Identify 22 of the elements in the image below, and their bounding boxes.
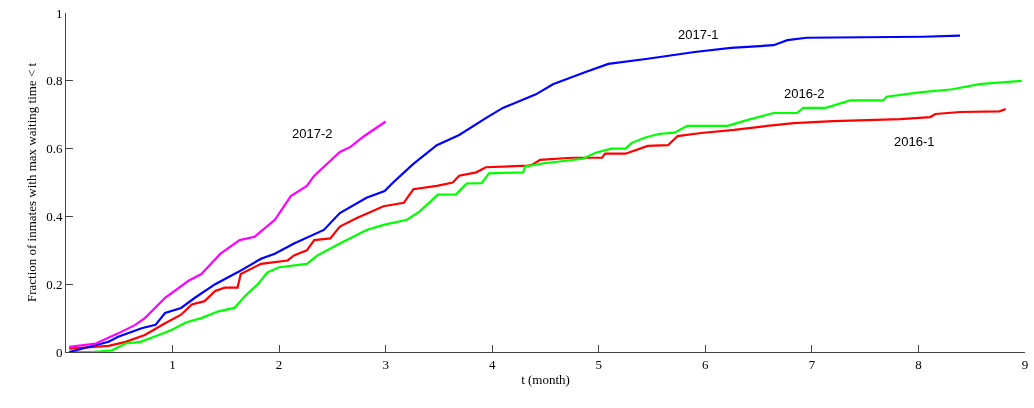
- line-series: [68, 120, 387, 349]
- x-tick-label: 7: [808, 356, 816, 372]
- y-tick-label: 0.6: [46, 141, 63, 157]
- series-label: 2017-2: [292, 126, 333, 141]
- x-tick-label: 3: [382, 356, 389, 372]
- series-label: 2017-1: [678, 27, 719, 42]
- x-tick-label: 5: [595, 356, 603, 372]
- y-tick-label: 1: [55, 5, 63, 21]
- y-tick-label: 0.4: [46, 208, 63, 224]
- x-tick-label: 9: [1021, 356, 1029, 372]
- y-axis-title: Fraction of inmates with max waiting time < t: [24, 62, 40, 303]
- x-tick-label: 4: [488, 356, 496, 372]
- x-tick-label: 6: [702, 356, 710, 372]
- x-axis-title: t (month): [521, 372, 570, 388]
- series-label: 2016-1: [894, 134, 935, 149]
- x-tick-label: 1: [169, 356, 176, 372]
- x-tick-label: 2: [275, 356, 283, 372]
- y-tick-label: 0.8: [46, 73, 63, 89]
- y-tick-label: 0: [55, 344, 63, 360]
- series-label: 2016-2: [784, 86, 825, 101]
- x-tick-label: 8: [915, 356, 922, 372]
- y-tick-label: 0.2: [46, 276, 63, 292]
